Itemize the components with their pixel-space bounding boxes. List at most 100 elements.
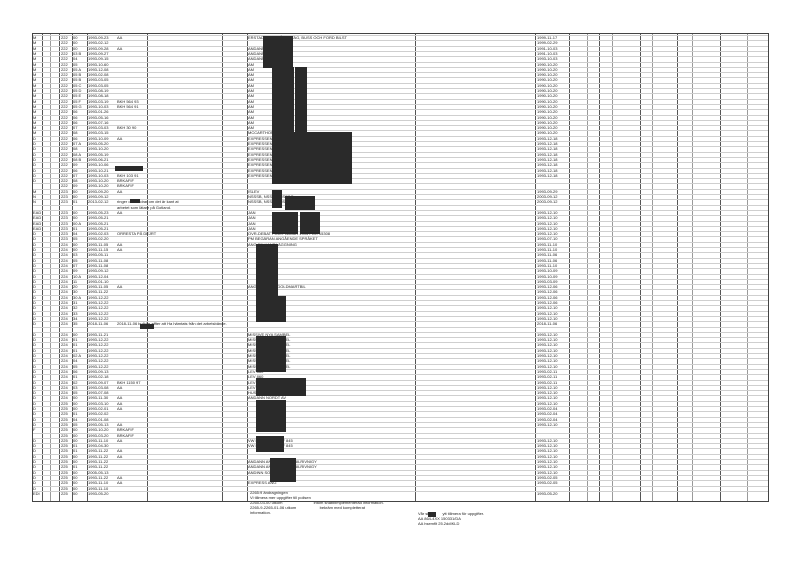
- table-row: M 222 00 1993-09-23 AA ERSTAD, ÖSTERÅKERVÄG, …: [32, 35, 769, 41]
- id-cell: 224: [61, 262, 68, 268]
- table-row: D 224 07 1993-11-08 1993-11-10: [32, 262, 769, 269]
- note-cell: ringer och undrar om det är kant at: [117, 199, 179, 205]
- id-cell: 225: [61, 400, 68, 406]
- id-cell: 224: [61, 300, 68, 305]
- sub-cell: 02: [73, 379, 78, 385]
- sub-cell: 31: [73, 300, 78, 305]
- table-row: EAD 223 00 A 1993-05-21 JAN 1993-12-10: [32, 220, 769, 227]
- table-row: N 223 00 1993-09-12 NSSSB, NSSSS, NSSSG 2003-…: [32, 194, 769, 200]
- note-cell: AA: [117, 284, 123, 290]
- id-cell: 222: [61, 50, 68, 56]
- entry-date-cell: 1993-12-10: [537, 384, 558, 390]
- sub-cell: 08: [73, 146, 78, 152]
- sub-cell: 06: [73, 167, 78, 173]
- entry-date-cell: 1990-10-20: [537, 119, 558, 125]
- entry-date-cell: 1993-12-10: [537, 459, 558, 464]
- table-row: D 224 30 A 1993-12-22 1993-12-06: [32, 294, 769, 301]
- id-cell: 225: [61, 432, 68, 438]
- entry-date-cell: 1993-11-10: [537, 241, 558, 247]
- type-cell: D: [33, 321, 36, 327]
- id-cell: 224: [61, 241, 68, 247]
- sub-cell: 05: [73, 363, 78, 369]
- date-cell: 1993-03-19: [88, 98, 109, 104]
- entry-date-cell: 1993-02-04: [537, 411, 558, 417]
- description-cell: JAN: [248, 215, 256, 221]
- type-cell: M: [33, 66, 37, 72]
- table-row: D 224 10 A 1993-12-04 1993-10-09: [32, 273, 769, 280]
- table-row: D 225 01 1993-02-02 1993-02-04: [32, 411, 769, 417]
- id-cell: 222: [61, 162, 68, 168]
- note-cell: BKH 564 91: [117, 103, 139, 109]
- note-cell: AA: [117, 400, 123, 406]
- sub-cell: 05 F: [73, 98, 82, 104]
- table-row: D 222 06 1993-10-09 AA EXPRESSEN ANG 1993-12-1…: [32, 135, 769, 142]
- description-cell: MCCARTHON: [248, 130, 274, 136]
- sub-cell: 00: [73, 469, 78, 475]
- date-cell: 1993-02-18: [88, 374, 109, 380]
- table-row: D 223 05 1993-02-20 PM BEGÄRAN ANGÅENDE SPRÅ…: [32, 236, 769, 242]
- note-cell: AA: [117, 188, 123, 194]
- sub-cell: 03: [73, 384, 78, 390]
- note-cell: BRKAFIF: [117, 183, 134, 189]
- id-cell: 222: [61, 93, 68, 99]
- date-cell: 1993-03-03: [88, 125, 109, 131]
- description-cell: ANDANN: [248, 45, 265, 51]
- date-cell: 1993-11-22: [88, 459, 109, 464]
- id-cell: 224: [61, 395, 68, 401]
- date-cell: 1993-02-02: [88, 411, 109, 417]
- sub-cell: 08: [73, 130, 78, 136]
- type-cell: D: [33, 257, 36, 263]
- table-row: 225 00 1993-03-20 BRKAFIF: [32, 432, 769, 439]
- note-cell: AA: [117, 448, 123, 454]
- note-cell: BKH 103 91: [117, 172, 139, 178]
- redaction-block: [272, 132, 352, 184]
- id-cell: 225: [61, 437, 68, 443]
- type-cell: D: [33, 315, 36, 321]
- date-cell: 1993-09-15: [88, 56, 109, 62]
- sub-cell: 10 A: [73, 273, 82, 279]
- table-row: M 222 07 1993-03-03 BKH 30 90 AM 1990-10-20: [32, 125, 769, 131]
- sub-cell: 01: [73, 374, 78, 380]
- table-row: EAD 223 00 1993-05-23 AA JAN 1993-12-10: [32, 209, 769, 216]
- sub-cell: 32: [73, 305, 78, 311]
- sub-cell: 05 B: [73, 72, 82, 78]
- date-cell: 1993-11-08: [88, 257, 109, 263]
- sub-cell: 34: [73, 315, 78, 321]
- table-row: F 225 00 1993-10-20 BRKAFIF: [32, 427, 769, 433]
- date-cell: 1993-02-03: [88, 231, 109, 237]
- sub-cell: 05 G: [73, 103, 82, 109]
- date-cell: 1993-10-21: [88, 167, 109, 173]
- date-cell: 1993-07-16: [88, 119, 109, 125]
- table-row: M 222 05 G 1993-10-03 BKH 564 91 AM 1990-10-20: [32, 103, 769, 110]
- table-row: M 222 06 1993-05-16 AM 1990-10-20: [32, 114, 769, 121]
- date-cell: 1993-02-01: [88, 406, 109, 411]
- entry-date-cell: 1993-12-18: [537, 172, 558, 178]
- date-cell: 1993-08-19: [88, 88, 109, 93]
- type-cell: D: [33, 379, 36, 385]
- id-cell: 224: [61, 374, 68, 380]
- id-cell: 225: [61, 490, 68, 496]
- id-cell: 224: [61, 337, 68, 343]
- sub-cell: 00: [73, 485, 78, 491]
- description-cell: AM: [248, 66, 254, 72]
- date-cell: 1993-09-07: [88, 379, 109, 385]
- entry-date-cell: 1993-12-10: [537, 337, 558, 343]
- type-cell: M: [33, 56, 37, 62]
- date-cell: 1993-05-21: [88, 220, 109, 226]
- table-row: M 222 00 1993-02-12 1999-02-29: [32, 40, 769, 46]
- type-cell: M: [33, 45, 37, 51]
- id-cell: 224: [61, 368, 68, 374]
- description-cell: EXPRESS ANG: [248, 480, 277, 486]
- id-cell: 222: [61, 98, 68, 104]
- date-cell: 1993-11-22: [88, 464, 109, 470]
- sub-cell: 05 B: [73, 77, 82, 83]
- sub-cell: 05: [73, 61, 78, 67]
- date-cell: 1993-12-22: [88, 353, 109, 358]
- sub-cell: 09: [73, 162, 78, 168]
- note-cell: AA: [117, 453, 123, 459]
- date-cell: 1993-05-16: [88, 114, 109, 120]
- date-cell: 1993-12-22: [88, 300, 109, 305]
- date-cell: 1993-09-28: [88, 45, 109, 51]
- type-cell: D: [33, 353, 36, 358]
- table-row: M 222 05 B 1993-03-05 AM 1990-10-20: [32, 77, 769, 83]
